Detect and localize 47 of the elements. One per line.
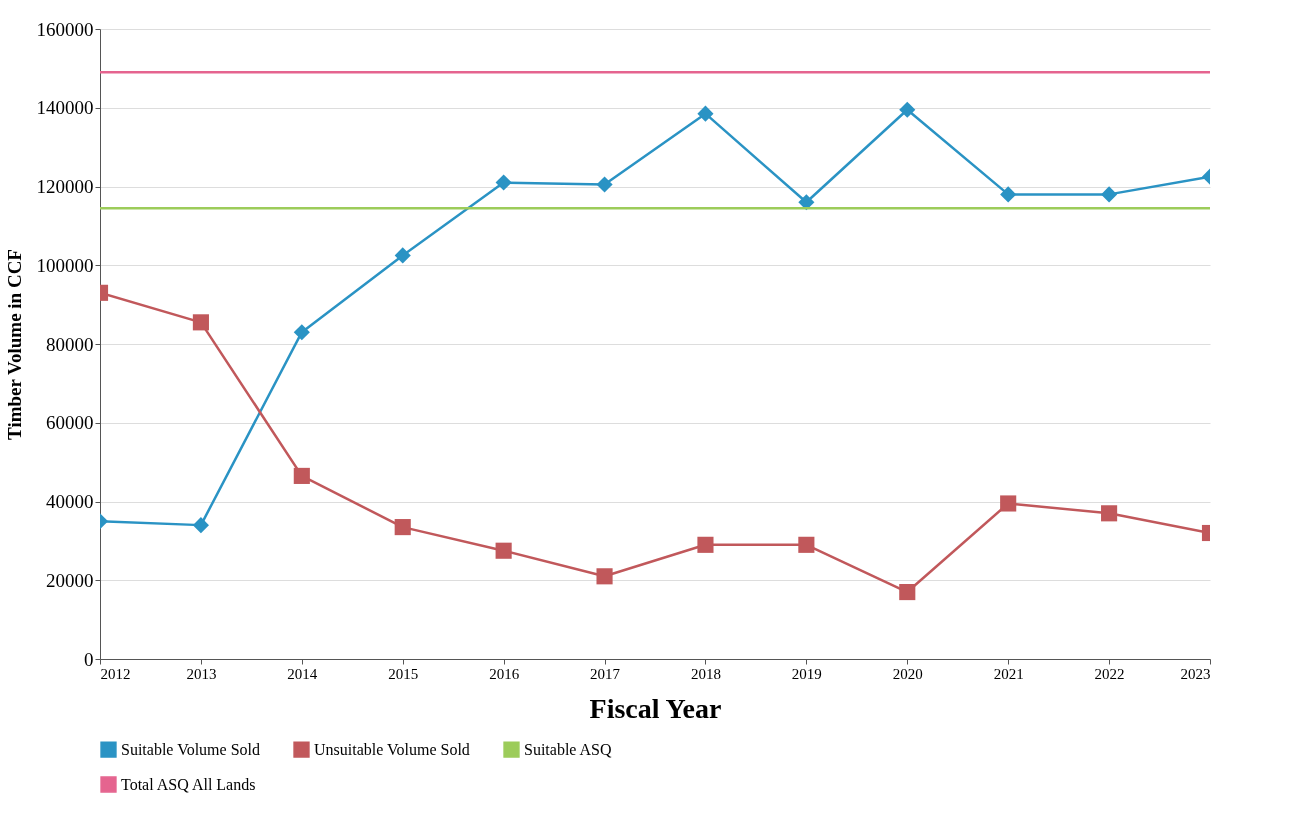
x-tick-label: 2022 bbox=[1094, 665, 1125, 682]
point bbox=[697, 536, 714, 553]
point bbox=[798, 536, 815, 553]
y-tick-label: 20000 bbox=[46, 569, 94, 591]
y-axis-title: Timber Volume in CCF bbox=[3, 249, 25, 440]
legend-label: Unsuitable Volume Sold bbox=[314, 740, 470, 758]
x-tick-label: 2018 bbox=[690, 665, 721, 682]
point bbox=[596, 176, 613, 193]
point bbox=[495, 542, 512, 559]
legend-label: Total ASQ All Lands bbox=[121, 775, 256, 793]
point bbox=[293, 324, 310, 341]
x-tick-label: 2019 bbox=[791, 665, 822, 682]
point bbox=[596, 568, 613, 585]
y-tick-label: 40000 bbox=[46, 491, 94, 512]
y-tick-label: 80000 bbox=[46, 333, 94, 355]
y-tick-label: 60000 bbox=[46, 412, 94, 434]
point bbox=[1101, 505, 1118, 522]
x-axis-title: Fiscal Year bbox=[589, 692, 722, 724]
point bbox=[495, 174, 512, 191]
x-tick-label: 2012 bbox=[100, 665, 131, 682]
point bbox=[899, 584, 916, 601]
point bbox=[899, 101, 916, 118]
y-tick-label: 120000 bbox=[36, 176, 94, 197]
y-tick-label: 100000 bbox=[36, 254, 94, 276]
x-tick-label: 2014 bbox=[287, 665, 318, 682]
x-tick-label: 2021 bbox=[993, 665, 1024, 682]
point bbox=[293, 467, 310, 484]
legend-label: Suitable Volume Sold bbox=[121, 740, 260, 758]
point bbox=[1000, 495, 1017, 512]
y-tick-label: 140000 bbox=[36, 97, 94, 119]
x-tick-label: 2017 bbox=[590, 665, 621, 682]
point bbox=[697, 105, 714, 122]
point bbox=[192, 314, 209, 331]
y-tick-label: 0 bbox=[84, 648, 94, 670]
x-tick-label: 2016 bbox=[489, 665, 520, 682]
y-tick-label: 160000 bbox=[36, 18, 94, 40]
x-tick-label: 2023 bbox=[1180, 665, 1211, 682]
x-tick-label: 2015 bbox=[388, 665, 419, 682]
point bbox=[1000, 186, 1017, 203]
x-tick-label: 2020 bbox=[892, 665, 923, 682]
point bbox=[1101, 186, 1118, 203]
point bbox=[394, 519, 411, 536]
point bbox=[798, 194, 815, 211]
legend-label: Suitable ASQ bbox=[524, 740, 613, 758]
point bbox=[394, 247, 411, 264]
x-tick-label: 2013 bbox=[186, 665, 217, 682]
point bbox=[192, 517, 209, 534]
